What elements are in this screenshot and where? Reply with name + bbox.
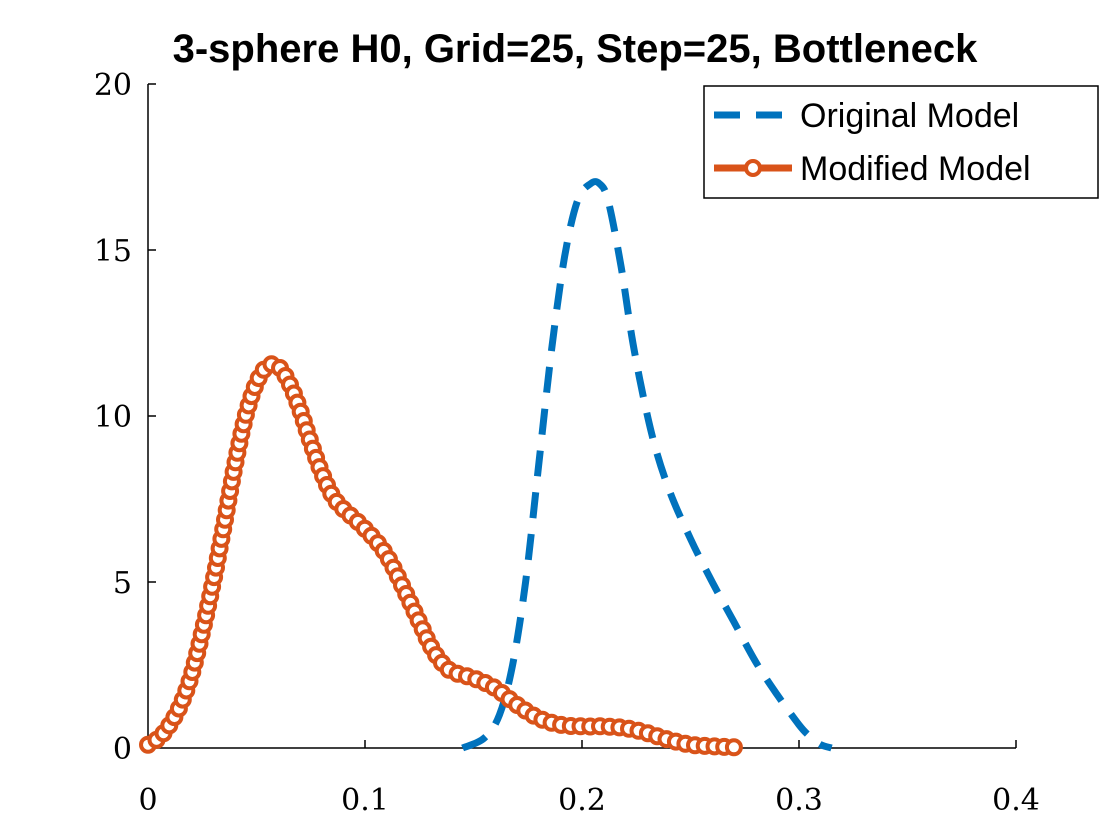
x-tick-label: 0.1	[341, 783, 389, 818]
legend-label-modified: Modified Model	[800, 150, 1031, 188]
x-tick-label: 0.4	[992, 783, 1040, 818]
x-tick-label: 0.2	[558, 783, 606, 818]
modified-model-markers	[139, 355, 743, 757]
legend-label-original: Original Model	[800, 97, 1019, 135]
original-model-line	[461, 178, 833, 752]
y-tick-label: 5	[113, 566, 132, 601]
x-tick-label: 0.3	[775, 783, 823, 818]
y-tick-label: 10	[94, 400, 132, 435]
y-ticks: 0 5 10 15 20	[94, 68, 156, 767]
y-tick-label: 0	[113, 732, 132, 767]
y-tick-label: 15	[94, 234, 132, 269]
modified-model-marker	[724, 738, 743, 757]
legend: Original Model Modified Model	[703, 85, 1099, 199]
legend-box	[703, 85, 1099, 199]
x-tick-label: 0	[138, 783, 157, 818]
x-ticks: 0 0.1 0.2 0.3 0.4	[138, 740, 1040, 818]
plot-area	[139, 178, 833, 757]
axes: 0 0.1 0.2 0.3 0.4 0 5 10 15 20	[94, 68, 1040, 818]
legend-marker-modified	[744, 159, 762, 177]
y-tick-label: 20	[94, 68, 132, 103]
chart-title: 3-sphere H0, Grid=25, Step=25, Bottlenec…	[173, 27, 979, 71]
